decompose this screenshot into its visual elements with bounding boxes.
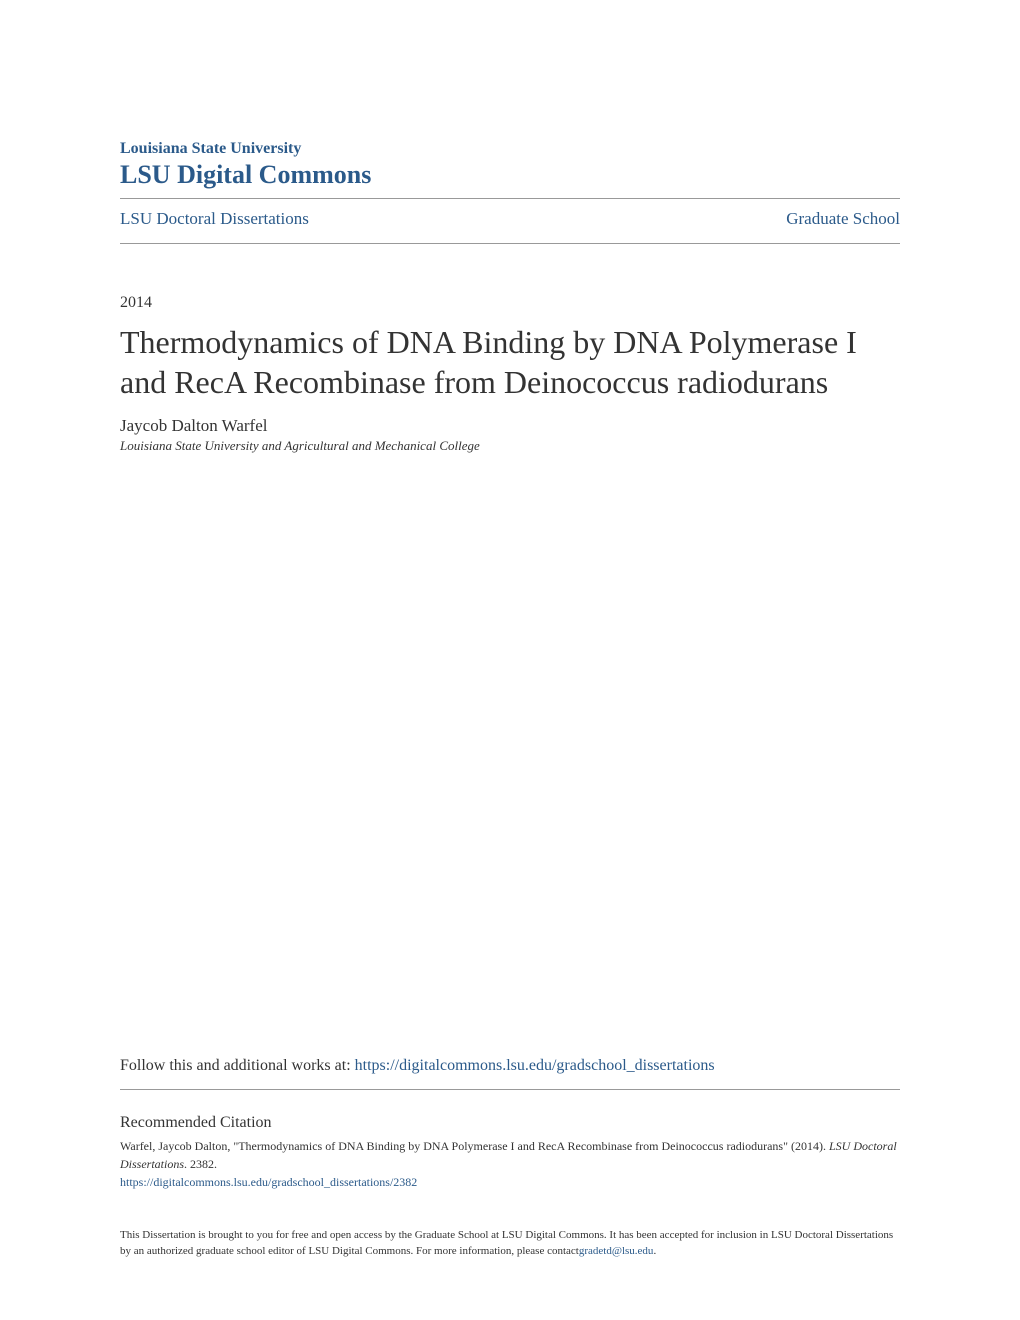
institution-name-small[interactable]: Louisiana State University	[120, 140, 900, 158]
repository-name[interactable]: LSU Digital Commons	[120, 160, 900, 190]
access-statement: This Dissertation is brought to you for …	[120, 1228, 900, 1260]
document-title: Thermodynamics of DNA Binding by DNA Pol…	[120, 322, 900, 402]
citation-part1: Warfel, Jaycob Dalton, "Thermodynamics o…	[120, 1139, 829, 1153]
collection-link[interactable]: LSU Doctoral Dissertations	[120, 209, 309, 229]
contact-email-link[interactable]: gradetd@lsu.edu	[579, 1245, 654, 1257]
publication-year: 2014	[120, 294, 900, 312]
citation-permalink[interactable]: https://digitalcommons.lsu.edu/gradschoo…	[120, 1175, 900, 1190]
follow-link[interactable]: https://digitalcommons.lsu.edu/gradschoo…	[355, 1057, 715, 1074]
footer-text: This Dissertation is brought to you for …	[120, 1229, 893, 1257]
author-affiliation: Louisiana State University and Agricultu…	[120, 438, 900, 454]
citation-body: Warfel, Jaycob Dalton, "Thermodynamics o…	[120, 1138, 900, 1173]
follow-text: Follow this and additional works at:	[120, 1057, 355, 1074]
repository-header: Louisiana State University LSU Digital C…	[120, 140, 900, 199]
footer-period: .	[653, 1245, 656, 1257]
citation-section: Recommended Citation Warfel, Jaycob Dalt…	[120, 1114, 900, 1190]
school-link[interactable]: Graduate School	[786, 209, 900, 229]
citation-heading: Recommended Citation	[120, 1114, 900, 1132]
citation-part2: . 2382.	[184, 1157, 217, 1171]
follow-section: Follow this and additional works at: htt…	[120, 1057, 900, 1090]
breadcrumb-nav: LSU Doctoral Dissertations Graduate Scho…	[120, 209, 900, 244]
author-name: Jaycob Dalton Warfel	[120, 416, 900, 436]
